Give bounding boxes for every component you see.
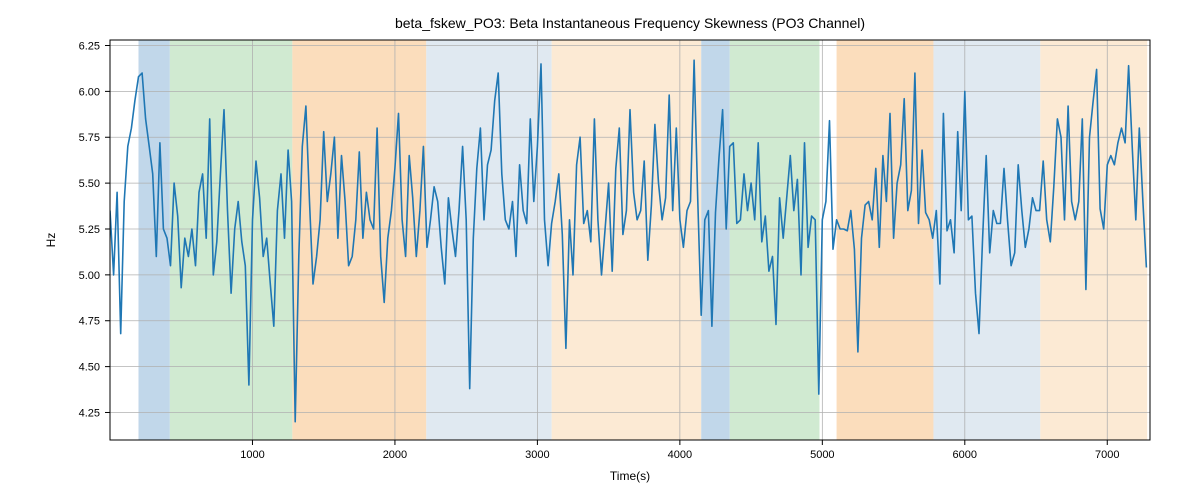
y-tick-label: 6.00 <box>79 86 100 98</box>
x-axis-label: Time(s) <box>610 469 650 483</box>
y-axis-label: Hz <box>44 233 58 248</box>
chart-container: 1000 2000 3000 4000 5000 6000 7000 4.25 4.50 4.75… <box>0 0 1200 500</box>
y-tick-label: 4.75 <box>79 316 100 328</box>
band <box>837 40 934 440</box>
line-chart: 1000 2000 3000 4000 5000 6000 7000 4.25 4.50 4.75… <box>0 0 1200 500</box>
band <box>730 40 820 440</box>
x-tick-label: 1000 <box>240 449 264 461</box>
band <box>138 40 169 440</box>
y-tick-label: 4.50 <box>79 362 100 374</box>
y-tick-label: 5.50 <box>79 178 100 190</box>
x-tick-label: 6000 <box>953 449 977 461</box>
x-tick-label: 4000 <box>668 449 692 461</box>
band <box>170 40 293 440</box>
y-tick-label: 5.00 <box>79 270 100 282</box>
y-tick-label: 4.25 <box>79 407 100 419</box>
band <box>426 40 551 440</box>
y-tick-label: 5.25 <box>79 224 100 236</box>
x-tick-label: 2000 <box>383 449 407 461</box>
chart-title: beta_fskew_PO3: Beta Instantaneous Frequ… <box>395 15 865 31</box>
y-tick-label: 6.25 <box>79 41 100 53</box>
y-tick-label: 5.75 <box>79 132 100 144</box>
x-tick-label: 5000 <box>810 449 834 461</box>
band <box>701 40 729 440</box>
x-tick-label: 3000 <box>525 449 549 461</box>
x-tick-label: 7000 <box>1095 449 1119 461</box>
background-bands <box>138 40 1147 440</box>
